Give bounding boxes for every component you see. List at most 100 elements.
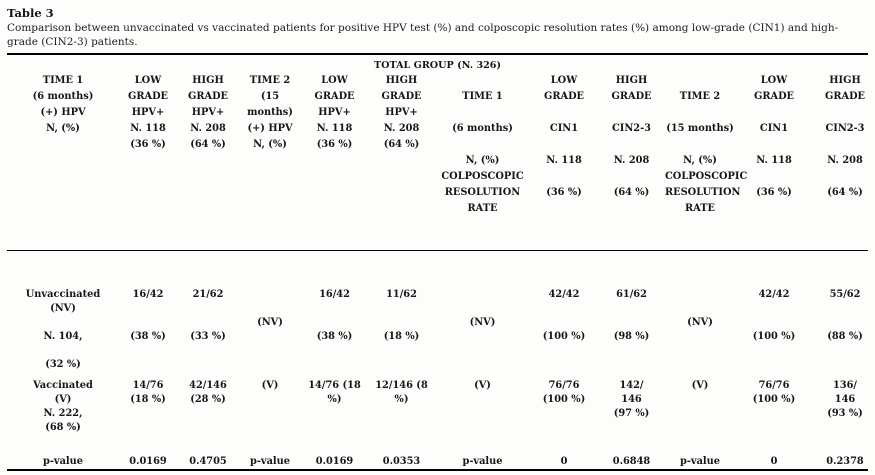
cell-line xyxy=(598,201,665,217)
cell-line xyxy=(435,73,530,89)
cell-line: N. 104, xyxy=(43,331,83,342)
cell-line xyxy=(7,137,119,153)
cell-line: GRADE xyxy=(314,91,355,102)
table-cell: Unvaccinated (NV) N. 104, (32 %) xyxy=(7,288,119,372)
cell-line xyxy=(598,344,665,358)
cell-line xyxy=(435,407,530,421)
cell-line: 0.0169 xyxy=(315,456,354,467)
table-cell: (V) xyxy=(665,379,735,435)
cell-line: 136/ xyxy=(832,380,858,391)
cell-line xyxy=(813,358,875,372)
cell-line xyxy=(177,407,239,421)
table-cell: (NV) xyxy=(239,288,301,372)
cell-line xyxy=(368,316,435,330)
cell-line xyxy=(598,137,665,153)
cell-line xyxy=(735,201,813,217)
cell-line xyxy=(813,137,875,153)
table-cell: 136/146 (93 %) xyxy=(813,379,875,435)
table-cell: Vaccinated (V) N. 222, (68 %) xyxy=(7,379,119,435)
cell-line xyxy=(435,393,530,407)
cell-line xyxy=(598,169,665,185)
table-cell: p-value xyxy=(665,455,735,469)
cell-line: p-value xyxy=(249,456,291,467)
cell-line: GRADE xyxy=(127,91,169,102)
cell-line xyxy=(435,358,530,372)
cell-line: (33 %) xyxy=(190,331,226,342)
cell-line: N, (%) xyxy=(253,139,287,150)
table-cell: p-value xyxy=(435,455,530,469)
cell-line: GRADE xyxy=(187,91,229,102)
cell-line: (15 xyxy=(260,91,280,102)
cell-line: (36 %) xyxy=(316,139,353,150)
cell-line: 12/146 (8 xyxy=(375,380,428,391)
cell-line xyxy=(119,201,177,217)
cell-line xyxy=(813,302,875,316)
table-row-vaccinated: Vaccinated (V) N. 222, (68 %) 14/76 (18 %) 42/… xyxy=(7,379,868,435)
cell-line: HPV+ xyxy=(191,107,225,118)
cell-line: GRADE xyxy=(543,91,585,102)
cell-line: (NV) xyxy=(687,317,713,328)
cell-line xyxy=(177,153,239,169)
cell-line xyxy=(7,201,119,217)
cell-line xyxy=(368,344,435,358)
table-cell: 14/76 (18 %) xyxy=(119,379,177,435)
cell-line xyxy=(530,407,598,421)
cell-line: 42/42 xyxy=(758,289,790,300)
cell-line xyxy=(530,201,598,217)
cell-line: 0.2378 xyxy=(826,456,864,467)
table-cell: 42/42 (100 %) xyxy=(735,288,813,372)
table-cell: (NV) xyxy=(665,288,735,372)
cell-line: (64 %) xyxy=(827,187,863,198)
cell-line xyxy=(435,330,530,344)
cell-line xyxy=(119,358,177,372)
cell-line: CIN2-3 xyxy=(825,123,865,134)
cell-line xyxy=(239,169,301,185)
cell-line xyxy=(665,73,735,89)
cell-line xyxy=(177,358,239,372)
cell-line xyxy=(368,407,435,421)
table-cell: 0 xyxy=(530,455,598,469)
cell-line: 61/62 xyxy=(616,289,647,300)
cell-line: 55/62 xyxy=(829,289,861,300)
table-cell: (V) xyxy=(435,379,530,435)
cell-line xyxy=(530,105,598,121)
cell-line: GRADE xyxy=(824,91,866,102)
cell-line: HPV+ xyxy=(318,107,351,118)
cell-line: (V) xyxy=(474,380,491,391)
cell-line xyxy=(435,137,530,153)
cell-line: months) xyxy=(247,107,293,118)
cell-line: (V) xyxy=(54,394,72,405)
cell-line xyxy=(665,421,735,435)
table-cell: p-value xyxy=(239,455,301,469)
cell-line: N. 222, xyxy=(43,408,83,419)
cell-line: 76/76 xyxy=(758,380,790,391)
cell-line xyxy=(598,316,665,330)
table-cell: HIGH GRADE HPV+ N. 208 (64 %) xyxy=(177,73,239,217)
table-cell: 0.0169 xyxy=(301,455,368,469)
cell-line: (NV) xyxy=(50,303,76,314)
cell-line xyxy=(239,302,301,316)
table-cell: 0.6848 xyxy=(598,455,665,469)
cell-line: Vaccinated xyxy=(33,380,93,391)
table-cell: TIME 2 (15 months) (+) HPV N, (%) xyxy=(239,73,301,217)
cell-line: CIN1 xyxy=(759,123,789,134)
cell-line: 42/146 xyxy=(189,380,227,391)
cell-line xyxy=(177,421,239,435)
cell-line: 11/62 xyxy=(386,289,417,300)
cell-line xyxy=(177,316,239,330)
cell-line xyxy=(368,302,435,316)
cell-line: (98 %) xyxy=(613,331,650,342)
table-header-rule xyxy=(7,250,868,251)
cell-line xyxy=(239,288,301,302)
cell-line: (NV) xyxy=(257,317,283,328)
cell-line xyxy=(665,105,735,121)
table-cell: 76/76 (100 %) xyxy=(735,379,813,435)
cell-line xyxy=(301,407,368,421)
cell-line: RESOLUTION xyxy=(665,187,741,198)
cell-line: CIN2-3 xyxy=(611,123,652,134)
table-cell: 61/62 (98 %) xyxy=(598,288,665,372)
cell-line xyxy=(119,169,177,185)
cell-line: p-value xyxy=(462,456,503,467)
cell-line: p-value xyxy=(42,456,84,467)
cell-line: 16/42 xyxy=(132,289,164,300)
